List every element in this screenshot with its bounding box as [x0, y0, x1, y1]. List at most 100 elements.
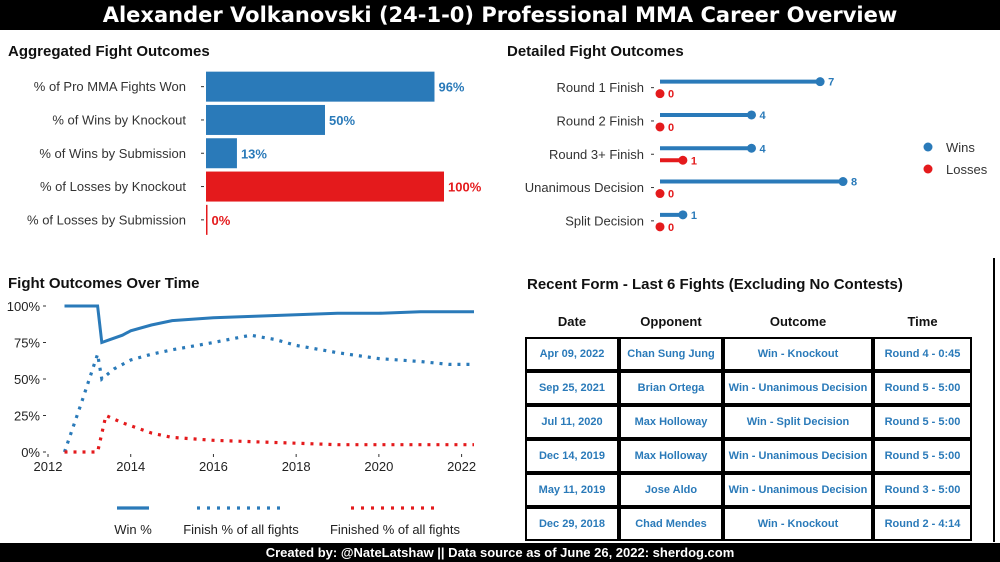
y-tick-label: 25% — [14, 409, 40, 424]
lollipop-dot — [747, 143, 756, 153]
lollipop-dot — [655, 189, 665, 199]
x-tick-label: 2012 — [34, 459, 63, 474]
legend-label: Wins — [946, 140, 975, 155]
lollipop-dot — [655, 122, 665, 132]
recent-form-table: Date Opponent Outcome Time Apr 09, 2022 … — [525, 305, 972, 541]
data-label: 0% — [212, 213, 231, 228]
legend-marker — [923, 164, 933, 174]
cell-date: Dec 29, 2018 — [525, 507, 619, 541]
category-label: Split Decision — [565, 213, 644, 228]
data-label: 0 — [668, 222, 674, 234]
bar — [206, 204, 208, 235]
cell-opponent: Chan Sung Jung — [619, 337, 723, 371]
lollipop-dot — [655, 222, 665, 232]
legend-label: Finish % of all fights — [183, 522, 299, 537]
lollipop-dot — [678, 155, 688, 165]
cell-opponent: Brian Ortega — [619, 371, 723, 405]
category-label: Round 3+ Finish — [549, 147, 644, 162]
data-label: 1 — [691, 155, 697, 167]
bar — [206, 138, 237, 169]
series-line — [64, 413, 474, 454]
data-label: 100% — [448, 180, 482, 195]
table-row: Dec 29, 2018 Chad Mendes Win - Knockout … — [525, 507, 972, 541]
aggregated-chart-title: Aggregated Fight Outcomes — [8, 43, 210, 60]
legend-label: Win % — [114, 522, 152, 537]
detailed-lollipop-chart: Round 1 Finish 7 0 Round 2 Finish 4 0 Round 3+… — [525, 77, 988, 234]
data-label: 13% — [241, 146, 267, 161]
y-tick-label: 0% — [21, 445, 40, 460]
data-label: 4 — [760, 143, 767, 155]
data-label: 50% — [329, 113, 355, 128]
data-label: 8 — [851, 177, 857, 189]
cell-outcome: Win - Knockout — [723, 507, 873, 541]
header-opponent: Opponent — [640, 313, 702, 329]
table-row: Dec 14, 2019 Max Holloway Win - Unanimou… — [525, 439, 972, 473]
header-outcome: Outcome — [769, 313, 827, 329]
cell-opponent: Max Holloway — [619, 405, 723, 439]
cell-time: Round 5 - 5:00 — [873, 405, 972, 439]
legend-marker — [923, 142, 933, 152]
legend-label: Losses — [946, 162, 988, 177]
category-label: % of Pro MMA Fights Won — [34, 79, 186, 94]
cell-date: Sep 25, 2021 — [525, 371, 619, 405]
table-row: Jul 11, 2020 Max Holloway Win - Split De… — [525, 405, 972, 439]
bar — [206, 171, 444, 202]
category-label: % of Losses by Submission — [27, 212, 186, 227]
cell-outcome: Win - Unanimous Decision — [723, 473, 873, 507]
bar — [206, 71, 435, 102]
category-label: Unanimous Decision — [525, 180, 644, 195]
panel-border — [993, 258, 995, 542]
category-label: % of Wins by Knockout — [52, 112, 186, 127]
data-label: 4 — [760, 110, 767, 122]
recent-form-table-wrap: Date Opponent Outcome Time Apr 09, 2022 … — [525, 305, 972, 541]
cell-date: Jul 11, 2020 — [525, 405, 619, 439]
lollipop-dot — [815, 77, 825, 87]
over-time-line-chart: 0% 25% 50% 75% 100% 2012 2014 2016 2018 2020 2022 W… — [7, 299, 476, 537]
category-label: % of Losses by Knockout — [40, 179, 186, 194]
cell-time: Round 2 - 4:14 — [873, 507, 972, 541]
lollipop-dot — [747, 110, 756, 120]
legend-label: Finished % of all fights — [330, 522, 461, 537]
cell-outcome: Win - Unanimous Decision — [723, 371, 873, 405]
lollipop-dot — [655, 89, 665, 99]
category-label: Round 2 Finish — [557, 113, 644, 128]
cell-opponent: Max Holloway — [619, 439, 723, 473]
cell-outcome: Win - Unanimous Decision — [723, 439, 873, 473]
header-time: Time — [907, 313, 938, 329]
series-line — [64, 304, 474, 345]
cell-time: Round 5 - 5:00 — [873, 371, 972, 405]
cell-date: Dec 14, 2019 — [525, 439, 619, 473]
cell-time: Round 4 - 0:45 — [873, 337, 972, 371]
recent-form-title: Recent Form - Last 6 Fights (Excluding N… — [527, 276, 903, 293]
bar — [206, 104, 325, 135]
page-title: Alexander Volkanovski (24-1-0) Professio… — [0, 0, 1000, 30]
y-tick-label: 100% — [7, 299, 41, 314]
x-tick-label: 2016 — [199, 459, 228, 474]
data-label: 0 — [668, 189, 674, 201]
cell-outcome: Win - Split Decision — [723, 405, 873, 439]
table-row: May 11, 2019 Jose Aldo Win - Unanimous D… — [525, 473, 972, 507]
cell-outcome: Win - Knockout — [723, 337, 873, 371]
data-label: 0 — [668, 89, 674, 101]
x-tick-label: 2018 — [282, 459, 311, 474]
cell-time: Round 3 - 5:00 — [873, 473, 972, 507]
data-label: 7 — [828, 77, 834, 89]
y-tick-label: 75% — [14, 336, 40, 351]
header-date: Date — [557, 313, 587, 329]
table-header-row: Date Opponent Outcome Time — [525, 305, 972, 337]
footer-credit: Created by: @NateLatshaw || Data source … — [0, 543, 1000, 562]
y-tick-label: 50% — [14, 372, 40, 387]
data-label: 96% — [438, 80, 464, 95]
time-chart-title: Fight Outcomes Over Time — [8, 275, 200, 292]
detailed-chart-title: Detailed Fight Outcomes — [507, 43, 684, 60]
category-label: % of Wins by Submission — [39, 146, 186, 161]
x-tick-label: 2020 — [364, 459, 393, 474]
category-label: Round 1 Finish — [557, 80, 644, 95]
data-label: 0 — [668, 122, 674, 134]
table-row: Apr 09, 2022 Chan Sung Jung Win - Knocko… — [525, 337, 972, 371]
lollipop-dot — [838, 177, 848, 187]
aggregated-bar-chart: % of Pro MMA Fights Won 96% % of Wins by K… — [27, 71, 482, 235]
cell-opponent: Chad Mendes — [619, 507, 723, 541]
data-label: 1 — [691, 210, 697, 222]
series-line — [62, 333, 474, 453]
